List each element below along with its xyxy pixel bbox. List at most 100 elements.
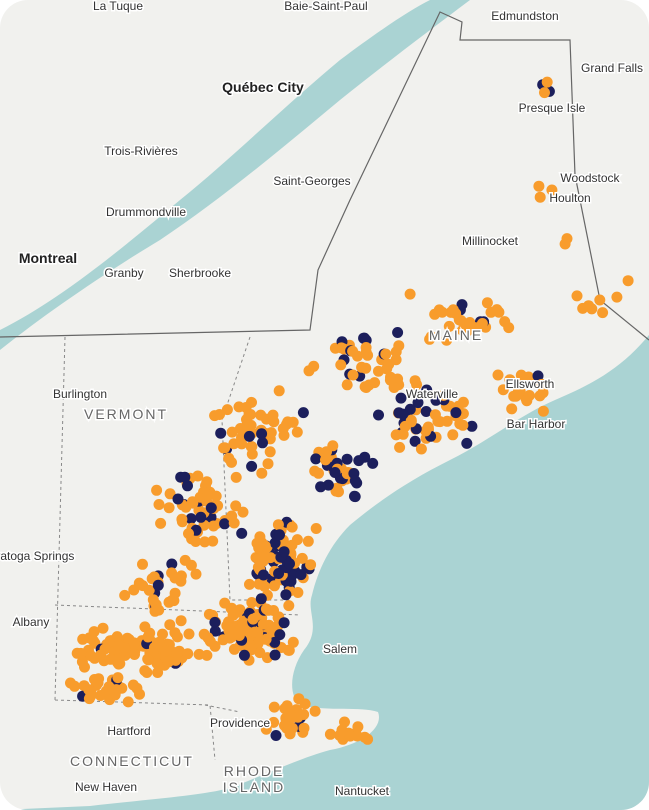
marker-orange[interactable]: [207, 535, 219, 547]
marker-orange[interactable]: [127, 679, 139, 691]
marker-orange[interactable]: [441, 334, 453, 346]
marker-navy[interactable]: [280, 589, 292, 601]
marker-orange[interactable]: [113, 651, 125, 663]
marker-orange[interactable]: [264, 446, 276, 458]
marker-orange[interactable]: [75, 647, 87, 659]
marker-orange[interactable]: [443, 320, 455, 332]
marker-orange[interactable]: [492, 369, 504, 381]
marker-orange[interactable]: [264, 552, 276, 564]
marker-orange[interactable]: [85, 650, 97, 662]
marker-navy[interactable]: [278, 617, 290, 629]
marker-orange[interactable]: [139, 665, 151, 677]
marker-orange[interactable]: [268, 416, 280, 428]
marker-navy[interactable]: [182, 480, 193, 492]
marker-orange[interactable]: [228, 517, 240, 529]
marker-navy[interactable]: [397, 408, 409, 420]
marker-orange[interactable]: [246, 396, 257, 408]
marker-orange[interactable]: [359, 381, 371, 393]
marker-orange[interactable]: [510, 390, 522, 402]
marker-orange[interactable]: [454, 418, 466, 430]
marker-orange[interactable]: [536, 378, 548, 390]
marker-orange[interactable]: [305, 559, 317, 571]
marker-navy[interactable]: [258, 569, 269, 581]
marker-orange[interactable]: [176, 513, 188, 525]
marker-navy[interactable]: [349, 490, 360, 502]
marker-navy[interactable]: [367, 457, 379, 469]
marker-orange[interactable]: [260, 723, 272, 735]
marker-navy[interactable]: [243, 430, 255, 442]
marker-navy[interactable]: [270, 730, 282, 741]
marker-orange[interactable]: [292, 711, 304, 723]
marker-orange[interactable]: [169, 627, 181, 639]
marker-orange[interactable]: [436, 306, 448, 318]
marker-orange[interactable]: [143, 584, 155, 596]
marker-navy[interactable]: [315, 481, 327, 493]
marker-orange[interactable]: [571, 290, 583, 302]
marker-orange[interactable]: [506, 403, 518, 415]
marker-orange[interactable]: [159, 645, 171, 657]
marker-orange[interactable]: [546, 184, 558, 196]
marker-navy[interactable]: [205, 502, 217, 514]
marker-orange[interactable]: [219, 442, 231, 454]
marker-orange[interactable]: [77, 633, 89, 645]
marker-orange[interactable]: [283, 600, 295, 612]
marker-orange[interactable]: [187, 497, 199, 509]
marker-orange[interactable]: [347, 369, 359, 381]
marker-navy[interactable]: [255, 593, 267, 605]
marker-orange[interactable]: [347, 345, 359, 357]
marker-orange[interactable]: [352, 721, 364, 733]
marker-orange[interactable]: [139, 621, 151, 633]
marker-orange[interactable]: [476, 318, 488, 329]
marker-navy[interactable]: [392, 327, 404, 338]
marker-orange[interactable]: [309, 465, 321, 477]
marker-orange[interactable]: [519, 375, 531, 387]
marker-orange[interactable]: [151, 484, 163, 496]
marker-orange[interactable]: [279, 703, 291, 714]
marker-navy[interactable]: [285, 575, 297, 587]
marker-orange[interactable]: [373, 365, 384, 377]
marker-orange[interactable]: [259, 580, 270, 592]
marker-orange[interactable]: [390, 429, 402, 441]
marker-orange[interactable]: [201, 649, 213, 661]
marker-orange[interactable]: [65, 677, 76, 689]
marker-orange[interactable]: [265, 427, 277, 439]
marker-navy[interactable]: [238, 649, 250, 661]
marker-orange[interactable]: [122, 696, 134, 708]
marker-orange[interactable]: [292, 587, 304, 598]
marker-orange[interactable]: [541, 76, 553, 88]
marker-orange[interactable]: [390, 354, 402, 366]
marker-orange[interactable]: [113, 639, 125, 651]
marker-orange[interactable]: [155, 517, 167, 529]
marker-orange[interactable]: [268, 701, 280, 713]
marker-orange[interactable]: [308, 360, 320, 372]
marker-orange[interactable]: [128, 584, 140, 596]
marker-orange[interactable]: [351, 730, 363, 742]
marker-orange[interactable]: [380, 348, 392, 360]
marker-orange[interactable]: [257, 618, 269, 630]
marker-orange[interactable]: [287, 636, 299, 648]
marker-orange[interactable]: [327, 440, 339, 452]
marker-navy[interactable]: [412, 397, 424, 409]
marker-orange[interactable]: [236, 438, 248, 450]
marker-orange[interactable]: [256, 467, 268, 479]
marker-orange[interactable]: [272, 519, 284, 531]
marker-orange[interactable]: [268, 716, 280, 728]
marker-orange[interactable]: [202, 489, 214, 501]
marker-navy[interactable]: [341, 453, 353, 465]
marker-orange[interactable]: [109, 688, 121, 700]
marker-orange[interactable]: [533, 180, 545, 192]
marker-orange[interactable]: [497, 384, 509, 396]
marker-navy[interactable]: [461, 437, 473, 449]
marker-navy[interactable]: [172, 493, 184, 505]
marker-navy[interactable]: [373, 409, 384, 421]
marker-orange[interactable]: [192, 470, 204, 482]
marker-orange[interactable]: [119, 589, 131, 601]
marker-orange[interactable]: [199, 536, 211, 548]
marker-orange[interactable]: [142, 631, 154, 643]
marker-navy[interactable]: [273, 568, 285, 579]
marker-orange[interactable]: [247, 613, 259, 625]
marker-orange[interactable]: [244, 578, 255, 590]
marker-orange[interactable]: [182, 648, 194, 660]
marker-orange[interactable]: [384, 374, 396, 386]
marker-orange[interactable]: [287, 416, 299, 428]
